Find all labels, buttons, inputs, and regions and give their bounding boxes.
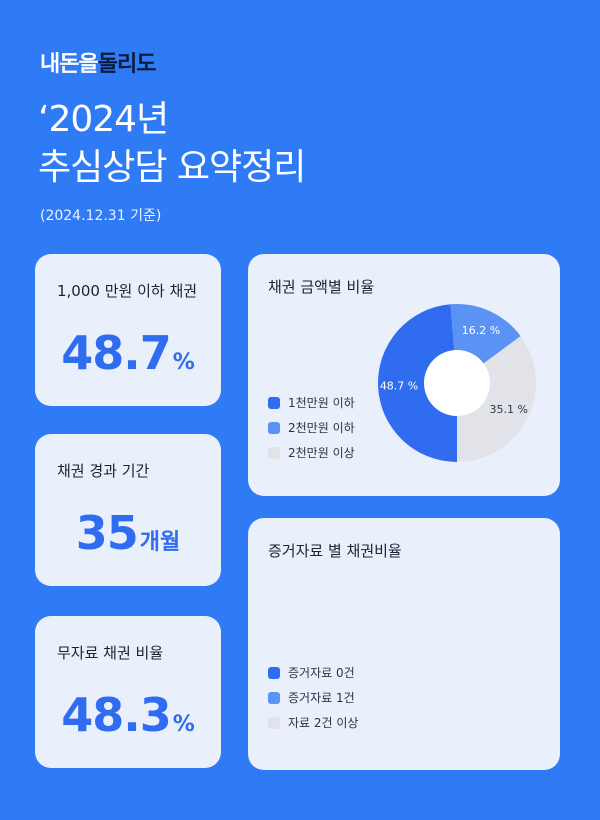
slice-label-2: 16.2 % (462, 324, 500, 337)
donut-slice-1 (377, 304, 457, 462)
stat-label: 채권 경과 기간 (57, 462, 150, 480)
donut-hole (424, 350, 490, 416)
chart-card-evidence-ratio: 증거자료 별 채권비율 48.3 %32.2 %19.5 % 증거자료 0건 증… (248, 518, 560, 770)
stat-label: 무자료 채권 비율 (57, 644, 164, 662)
donut-slice-3 (457, 336, 536, 462)
legend-swatch (268, 666, 280, 679)
legend-label: 2천만원 이하 (288, 421, 355, 435)
stat-value: 48.7% (35, 326, 221, 380)
legend-item: 2천만원 이상 (268, 440, 355, 465)
stat-number: 35 (75, 506, 139, 560)
donut-chart-amount: 48.7 % 16.2 % 35.1 % (377, 304, 536, 462)
legend-item: 증거자료 1건 (268, 685, 358, 710)
stat-card-elapsed-period: 채권 경과 기간 35개월 (35, 434, 221, 586)
stat-number: 48.3 (61, 688, 171, 742)
brand-logo-part2: 돌리도 (97, 52, 157, 77)
legend-item: 증거자료 0건 (268, 660, 358, 685)
legend-swatch (268, 446, 280, 459)
stat-number: 48.7 (61, 326, 171, 380)
chart-legend: 증거자료 0건 증거자료 1건 자료 2건 이상 (268, 660, 358, 735)
legend-swatch (268, 421, 280, 434)
legend-label: 증거자료 1건 (288, 691, 355, 705)
legend-item: 1천만원 이하 (268, 390, 355, 415)
stat-unit: 개월 (139, 530, 181, 555)
brand-logo: 내돈을돌리도 (40, 46, 157, 78)
page-title-line1: ‘2024년 (38, 99, 169, 140)
stat-card-no-evidence: 무자료 채권 비율 48.3% (35, 616, 221, 768)
legend-swatch (268, 396, 280, 409)
stat-card-small-debt: 1,000 만원 이하 채권 48.7% (35, 254, 221, 406)
legend-label: 증거자료 0건 (288, 666, 355, 680)
stat-unit: % (172, 350, 195, 375)
stat-value: 48.3% (35, 688, 221, 742)
chart-title: 증거자료 별 채권비율 (268, 542, 402, 560)
legend-item: 2천만원 이하 (268, 415, 355, 440)
as-of-date: (2024.12.31 기준) (40, 208, 162, 224)
chart-title: 채권 금액별 비율 (268, 278, 375, 296)
stat-unit: % (172, 712, 195, 737)
slice-label-3: 35.1 % (490, 403, 528, 416)
legend-label: 1천만원 이하 (288, 396, 355, 410)
legend-swatch (268, 691, 280, 704)
legend-label: 자료 2건 이상 (288, 716, 359, 730)
legend-swatch (268, 716, 280, 729)
brand-logo-part1: 내돈을 (40, 52, 99, 77)
chart-card-amount-ratio: 채권 금액별 비율 48.7 % 16.2 % 35.1 % 1천만원 이하 2천만… (248, 254, 560, 496)
slice-label-1: 48.7 % (380, 379, 418, 392)
legend-label: 2천만원 이상 (288, 446, 355, 460)
page-title: ‘2024년 추심상담 요약정리 (38, 96, 306, 192)
chart-legend: 1천만원 이하 2천만원 이하 2천만원 이상 (268, 390, 355, 465)
page-title-line2: 추심상담 요약정리 (38, 147, 306, 188)
stat-value: 35개월 (35, 506, 221, 560)
stat-label: 1,000 만원 이하 채권 (57, 282, 198, 300)
legend-item: 자료 2건 이상 (268, 710, 358, 735)
